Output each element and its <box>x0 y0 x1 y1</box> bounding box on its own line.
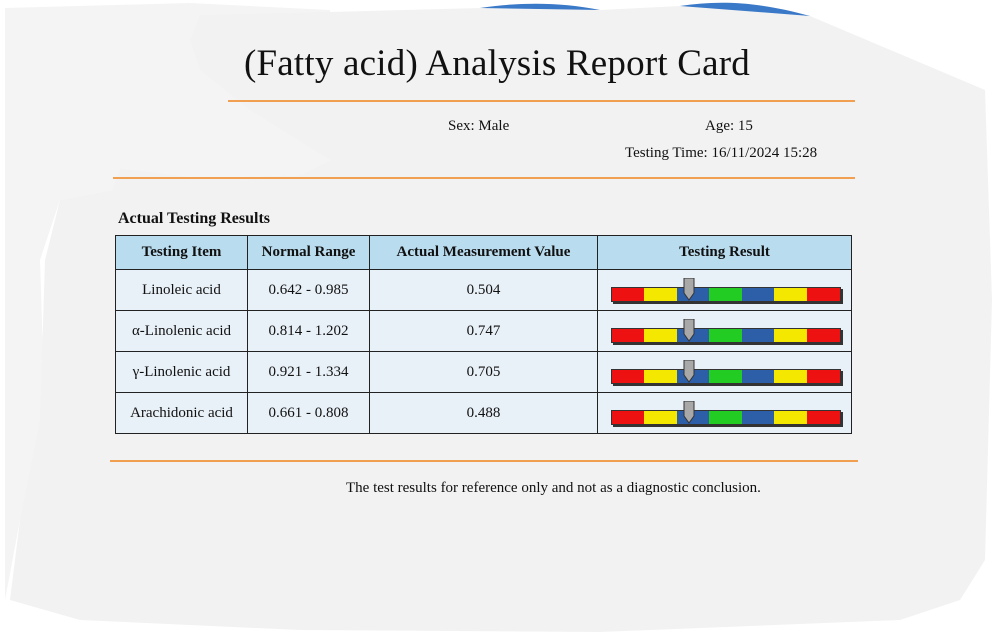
gauge-segment <box>709 329 742 342</box>
title-divider <box>228 100 855 102</box>
gauge-segment <box>741 370 775 383</box>
table-row: Arachidonic acid 0.661 - 0.808 0.488 <box>115 392 852 434</box>
result-gauge <box>610 360 841 384</box>
table-header-row: Testing Item Normal Range Actual Measure… <box>115 235 852 270</box>
header-divider <box>113 177 855 179</box>
gauge-segment <box>644 288 677 301</box>
gauge-scale-bar <box>610 287 841 302</box>
gauge-segment <box>611 329 645 342</box>
gauge-scale-bar <box>610 369 841 384</box>
header-testing-item: Testing Item <box>115 235 248 270</box>
measurement-value-cell: 0.488 <box>369 392 598 434</box>
gauge-segment <box>774 329 807 342</box>
gauge-segment <box>709 411 742 424</box>
gauge-segment <box>741 411 775 424</box>
age-field: Age: 15 <box>705 118 753 134</box>
testing-result-cell <box>597 392 852 434</box>
result-gauge <box>610 401 841 425</box>
gauge-segment <box>774 411 807 424</box>
gauge-segment <box>611 370 645 383</box>
measurement-value-cell: 0.504 <box>369 269 598 311</box>
gauge-pointer-icon <box>683 278 695 301</box>
result-gauge <box>610 319 841 343</box>
header-testing-result: Testing Result <box>597 235 852 270</box>
measurement-value-cell: 0.705 <box>369 351 598 393</box>
table-row: Linoleic acid 0.642 - 0.985 0.504 <box>115 269 852 311</box>
gauge-segment <box>806 370 840 383</box>
testing-result-cell <box>597 310 852 352</box>
gauge-pointer-icon <box>683 319 695 342</box>
header-actual-value: Actual Measurement Value <box>369 235 598 270</box>
gauge-segment <box>806 411 840 424</box>
gauge-scale-bar <box>610 328 841 343</box>
normal-range-cell: 0.642 - 0.985 <box>247 269 370 311</box>
gauge-segment <box>806 329 840 342</box>
result-gauge <box>610 278 841 302</box>
table-row: α-Linolenic acid 0.814 - 1.202 0.747 <box>115 310 852 352</box>
measurement-value-cell: 0.747 <box>369 310 598 352</box>
gauge-segment <box>741 288 775 301</box>
header-normal-range: Normal Range <box>247 235 370 270</box>
section-title: Actual Testing Results <box>118 210 271 227</box>
testing-item-cell: γ-Linolenic acid <box>115 351 248 393</box>
footer-divider <box>110 460 858 462</box>
testing-item-cell: Linoleic acid <box>115 269 248 311</box>
gauge-segment <box>644 370 677 383</box>
gauge-pointer-icon <box>683 360 695 383</box>
gauge-segment <box>806 288 840 301</box>
table-row: γ-Linolenic acid 0.921 - 1.334 0.705 <box>115 351 852 393</box>
sex-field: Sex: Male <box>448 118 510 134</box>
testing-result-cell <box>597 351 852 393</box>
testing-item-cell: α-Linolenic acid <box>115 310 248 352</box>
gauge-pointer-icon <box>683 401 695 424</box>
normal-range-cell: 0.921 - 1.334 <box>247 351 370 393</box>
normal-range-cell: 0.814 - 1.202 <box>247 310 370 352</box>
testing-time-field: Testing Time: 16/11/2024 15:28 <box>625 145 818 161</box>
gauge-segment <box>741 329 775 342</box>
gauge-segment <box>644 329 677 342</box>
testing-item-cell: Arachidonic acid <box>115 392 248 434</box>
gauge-segment <box>644 411 677 424</box>
gauge-segment <box>611 288 645 301</box>
gauge-segment <box>709 370 742 383</box>
results-body: Linoleic acid 0.642 - 0.985 0.504 α-Lino… <box>115 269 852 434</box>
gauge-segment <box>611 411 645 424</box>
normal-range-cell: 0.661 - 0.808 <box>247 392 370 434</box>
gauge-segment <box>774 370 807 383</box>
gauge-scale-bar <box>610 410 841 425</box>
report-title: (Fatty acid) Analysis Report Card <box>243 43 750 84</box>
results-table: Testing Item Normal Range Actual Measure… <box>115 235 852 434</box>
disclaimer-note: The test results for reference only and … <box>346 480 761 496</box>
gauge-segment <box>774 288 807 301</box>
gauge-segment <box>709 288 742 301</box>
testing-result-cell <box>597 269 852 311</box>
